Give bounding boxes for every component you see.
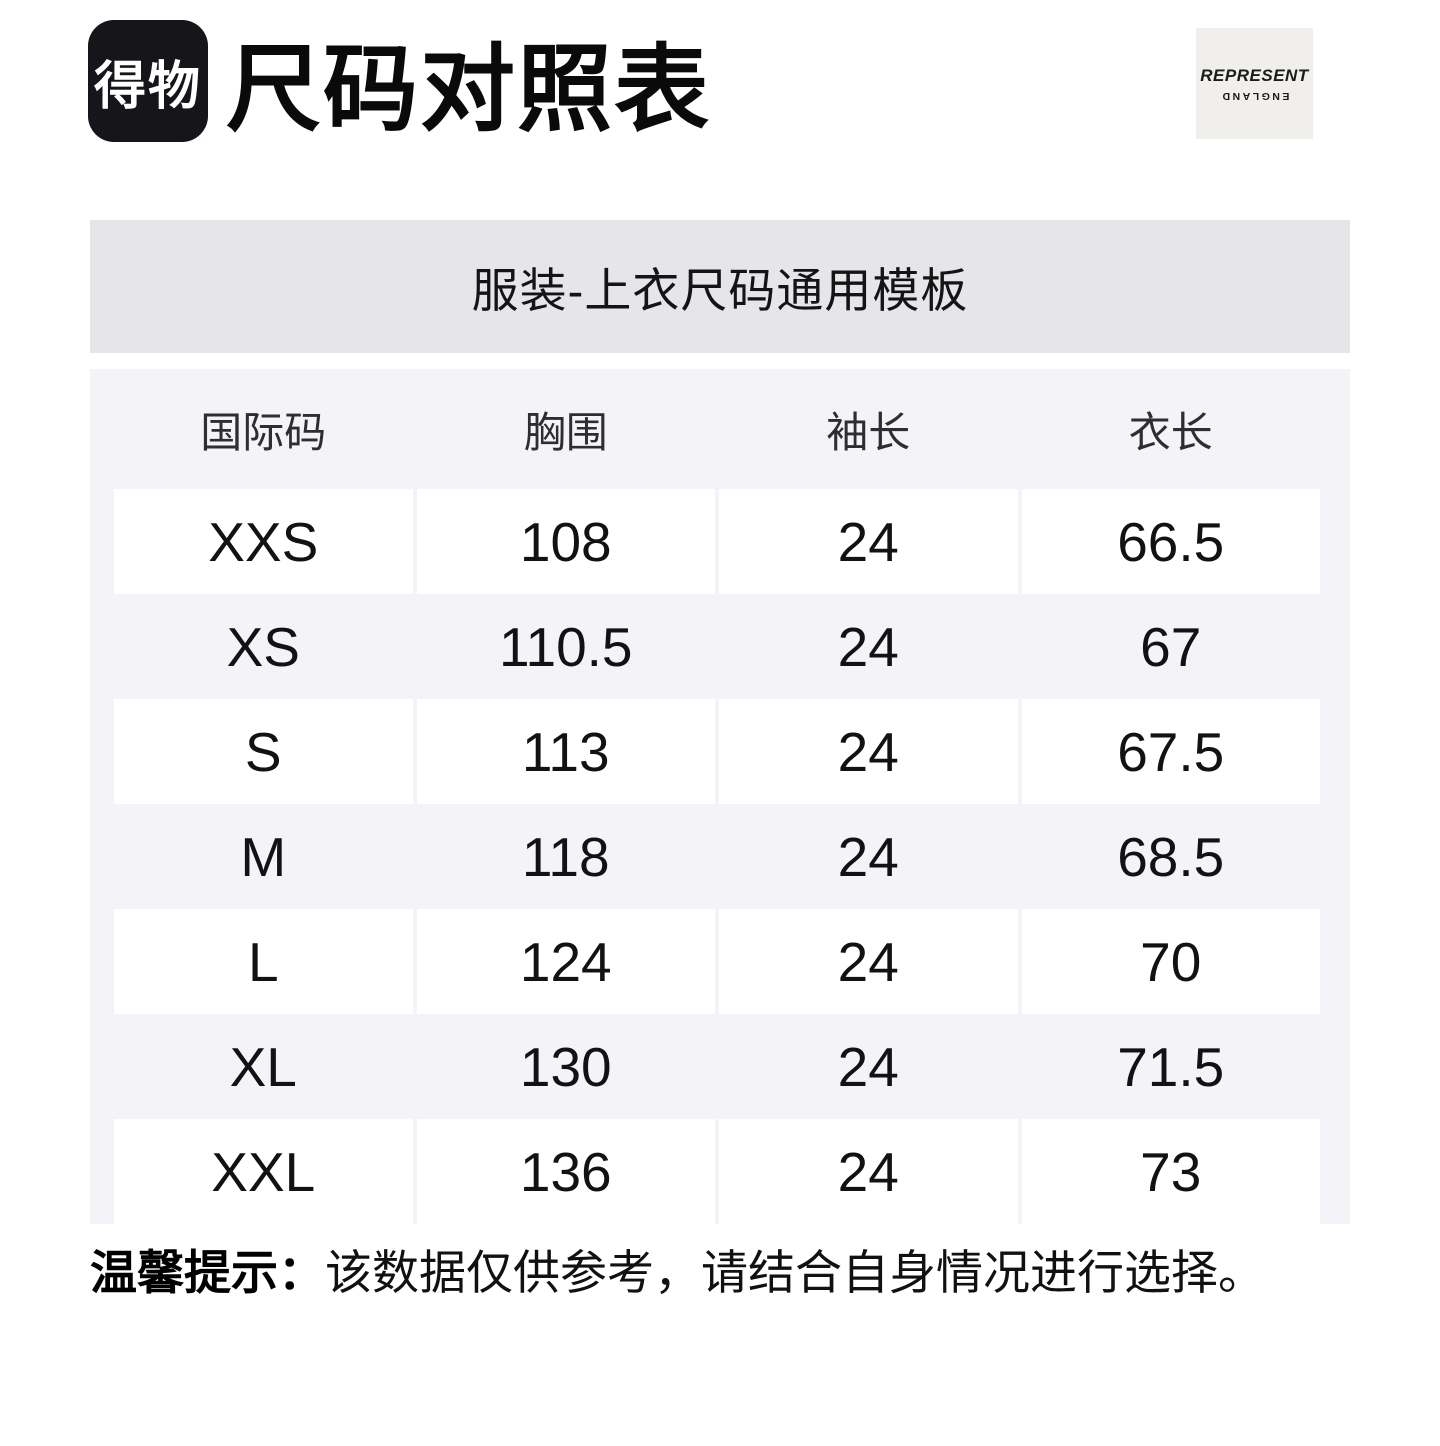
table-row: XXS 108 24 66.5 xyxy=(114,489,1320,594)
sleeve-cell: 24 xyxy=(719,699,1018,804)
brand-england-text-flipped: ENGLAND xyxy=(1219,89,1290,102)
col-header-sleeve: 袖长 xyxy=(826,408,911,456)
length-cell: 67 xyxy=(1140,615,1202,678)
chest-cell: 136 xyxy=(416,1119,715,1224)
length-cell: 68.5 xyxy=(1117,825,1225,888)
chest-cell: 108 xyxy=(416,489,715,594)
table-row: S 113 24 67.5 xyxy=(114,699,1320,804)
template-banner: 服装-上衣尺码通用模板 xyxy=(90,220,1350,353)
template-banner-title: 服装-上衣尺码通用模板 xyxy=(471,264,969,317)
notice-label: 温馨提示： xyxy=(90,1246,325,1299)
table-row: L 124 24 70 xyxy=(114,909,1320,1014)
size-table: 国际码 胸围 袖长 衣长 XXS 108 24 66.5 XS 110.5 24… xyxy=(90,369,1350,1224)
table-row: XXL 136 24 73 xyxy=(114,1119,1320,1224)
size-cell: L xyxy=(114,909,413,1014)
length-cell: 70 xyxy=(1021,909,1320,1014)
length-cell: 71.5 xyxy=(1117,1035,1225,1098)
size-cell: XL xyxy=(229,1035,297,1098)
size-cell: XXL xyxy=(114,1119,413,1224)
sleeve-cell: 24 xyxy=(719,1119,1018,1224)
sleeve-cell: 24 xyxy=(837,825,899,888)
col-header-chest: 胸围 xyxy=(523,408,608,456)
size-cell: M xyxy=(240,825,287,888)
chest-cell: 118 xyxy=(521,825,610,888)
size-cell: XXS xyxy=(114,489,413,594)
length-cell: 67.5 xyxy=(1021,699,1320,804)
table-header-row: 国际码 胸围 袖长 衣长 xyxy=(114,369,1320,489)
size-cell: XS xyxy=(226,615,300,678)
size-cell: S xyxy=(114,699,413,804)
brand-logo: REPRESENT ENGLAND xyxy=(1196,28,1313,139)
notice-text: 该数据仅供参考，请结合自身情况进行选择。 xyxy=(325,1246,1265,1299)
dewu-logo: 得物 xyxy=(88,20,208,142)
sleeve-cell: 24 xyxy=(719,909,1018,1014)
page-title: 尺码对照表 xyxy=(226,36,712,143)
length-cell: 73 xyxy=(1021,1119,1320,1224)
chest-cell: 113 xyxy=(416,699,715,804)
sleeve-cell: 24 xyxy=(837,615,899,678)
table-row: XL 130 24 71.5 xyxy=(114,1014,1320,1119)
sleeve-cell: 24 xyxy=(719,489,1018,594)
length-cell: 66.5 xyxy=(1021,489,1320,594)
chest-cell: 124 xyxy=(416,909,715,1014)
chest-cell: 130 xyxy=(519,1035,612,1098)
table-row: XS 110.5 24 67 xyxy=(114,594,1320,699)
sleeve-cell: 24 xyxy=(837,1035,899,1098)
notice: 温馨提示：该数据仅供参考，请结合自身情况进行选择。 xyxy=(90,1242,1390,1304)
chest-cell: 110.5 xyxy=(498,615,633,678)
dewu-logo-text: 得物 xyxy=(93,57,202,116)
col-header-intl-size: 国际码 xyxy=(200,408,327,456)
table-row: M 118 24 68.5 xyxy=(114,804,1320,909)
col-header-length: 衣长 xyxy=(1128,408,1213,456)
brand-name-text: REPRESENT xyxy=(1200,65,1309,85)
